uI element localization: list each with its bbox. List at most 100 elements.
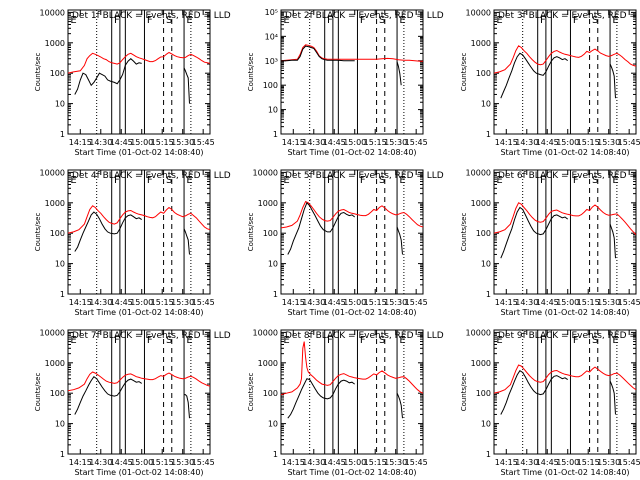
y-axis-label: Counts/sec bbox=[34, 213, 42, 252]
panel-det-3: Det 3f BLACK = Events, RED = LLD 1 10 100 10… bbox=[460, 8, 640, 157]
panel-det-4: Det 4f BLACK = Events, RED = LLD 1 10 100 10… bbox=[34, 168, 231, 317]
marker-label: E bbox=[283, 15, 289, 26]
y-tick-label: 1 bbox=[60, 450, 65, 459]
x-tick-label: 15:00 bbox=[130, 298, 153, 307]
x-tick-label: 14:45 bbox=[110, 458, 133, 467]
events-series-tail-line bbox=[183, 67, 190, 104]
marker-label: E bbox=[496, 15, 502, 26]
x-tick-label: 14:15 bbox=[495, 138, 518, 147]
y-tick-label: 10000 bbox=[466, 328, 491, 337]
x-tick-label: 14:15 bbox=[69, 138, 92, 147]
y-axis-label: Counts/sec bbox=[34, 373, 42, 412]
x-tick-label: 15:00 bbox=[343, 298, 366, 307]
x-tick-label: 15:45 bbox=[618, 458, 640, 467]
y-tick-label: 10000 bbox=[466, 8, 491, 17]
y-axis-label: Counts/sec bbox=[34, 53, 42, 92]
x-axis-label: Start Time (01-Oct-02 14:08:40) bbox=[287, 308, 416, 317]
plot-frame bbox=[67, 9, 211, 135]
y-tick-label: 10000 bbox=[253, 328, 278, 337]
y-tick-label: 1 bbox=[273, 130, 278, 139]
plot-frame bbox=[493, 329, 637, 455]
x-tick-label: 15:30 bbox=[597, 458, 620, 467]
events-series-tail-line bbox=[396, 392, 403, 419]
marker-label: S bbox=[592, 15, 598, 26]
x-tick-label: 14:30 bbox=[515, 458, 538, 467]
lld-series-line bbox=[494, 45, 636, 74]
x-tick-label: 14:45 bbox=[323, 138, 346, 147]
y-tick-label: 10 bbox=[268, 420, 278, 429]
x-tick-label: 14:30 bbox=[89, 458, 112, 467]
y-tick-label: 100 bbox=[50, 389, 65, 398]
marker-label: E bbox=[283, 175, 289, 186]
panel-det-1: Det 1f BLACK = Events, RED = LLD 1 10 100 10… bbox=[34, 8, 231, 157]
marker-label: F bbox=[540, 335, 546, 346]
marker-label: F bbox=[114, 175, 120, 186]
y-tick-label: 100 bbox=[263, 81, 278, 90]
events-series-tail-line bbox=[609, 63, 616, 99]
y-tick-label: 100 bbox=[50, 229, 65, 238]
marker-label: F bbox=[573, 15, 579, 26]
panel-title: Det 9f BLACK = Events, RED = LLD bbox=[498, 331, 640, 341]
marker-label: F bbox=[114, 15, 120, 26]
y-tick-label: 10 bbox=[481, 100, 491, 109]
y-tick-label: 100 bbox=[50, 69, 65, 78]
events-series-line bbox=[500, 206, 569, 259]
x-tick-label: 14:30 bbox=[302, 298, 325, 307]
events-series-line bbox=[287, 201, 356, 255]
events-series-line bbox=[500, 370, 568, 415]
x-tick-label: 15:00 bbox=[556, 138, 579, 147]
lld-series-line bbox=[68, 51, 210, 74]
y-tick-label: 10 bbox=[481, 260, 491, 269]
panel-det-6: Det 6f BLACK = Events, RED = LLD 1 10 100 10… bbox=[460, 168, 640, 317]
y-tick-label: 1000 bbox=[45, 359, 65, 368]
x-tick-label: 14:30 bbox=[89, 138, 112, 147]
y-tick-label: 10 bbox=[55, 420, 65, 429]
plot-frame bbox=[493, 169, 637, 295]
y-tick-label: 1 bbox=[486, 290, 491, 299]
x-tick-label: 15:30 bbox=[384, 138, 407, 147]
events-series-line bbox=[281, 45, 355, 62]
events-series-line bbox=[74, 58, 142, 95]
marker-label: S bbox=[379, 335, 385, 346]
x-tick-label: 14:15 bbox=[282, 458, 305, 467]
x-tick-label: 15:00 bbox=[130, 138, 153, 147]
y-axis-label: Counts/sec bbox=[460, 373, 468, 412]
x-tick-label: 14:45 bbox=[536, 138, 559, 147]
events-series-line bbox=[500, 52, 568, 99]
events-series-tail-line bbox=[396, 226, 403, 255]
y-tick-label: 10⁵ bbox=[265, 8, 278, 17]
x-tick-label: 15:15 bbox=[364, 298, 387, 307]
y-tick-label: 10³ bbox=[265, 57, 278, 66]
x-tick-label: 15:30 bbox=[597, 138, 620, 147]
lld-series-line bbox=[68, 205, 210, 234]
marker-label: F bbox=[147, 175, 153, 186]
x-tick-label: 15:30 bbox=[384, 458, 407, 467]
x-tick-label: 15:45 bbox=[618, 138, 640, 147]
y-tick-label: 1000 bbox=[471, 199, 491, 208]
x-axis-label: Start Time (01-Oct-02 14:08:40) bbox=[74, 148, 203, 157]
x-tick-label: 14:45 bbox=[323, 298, 346, 307]
x-tick-label: 14:30 bbox=[515, 138, 538, 147]
plot-frame bbox=[280, 329, 424, 455]
x-axis-label: Start Time (01-Oct-02 14:08:40) bbox=[287, 148, 416, 157]
marker-label: E bbox=[399, 15, 405, 26]
x-tick-label: 15:45 bbox=[618, 298, 640, 307]
panel-title: Det 3f BLACK = Events, RED = LLD bbox=[498, 11, 640, 21]
x-tick-label: 15:00 bbox=[556, 458, 579, 467]
marker-label: E bbox=[399, 335, 405, 346]
x-tick-label: 15:00 bbox=[343, 138, 366, 147]
marker-label: F bbox=[573, 175, 579, 186]
panel-title: Det 2f BLACK = Events, RED = LLD bbox=[285, 11, 444, 21]
x-tick-label: 15:30 bbox=[384, 298, 407, 307]
events-series-tail-line bbox=[609, 380, 616, 415]
y-tick-label: 10 bbox=[481, 420, 491, 429]
y-tick-label: 1 bbox=[60, 290, 65, 299]
marker-label: F bbox=[573, 335, 579, 346]
y-tick-label: 100 bbox=[476, 229, 491, 238]
x-tick-label: 14:15 bbox=[495, 458, 518, 467]
